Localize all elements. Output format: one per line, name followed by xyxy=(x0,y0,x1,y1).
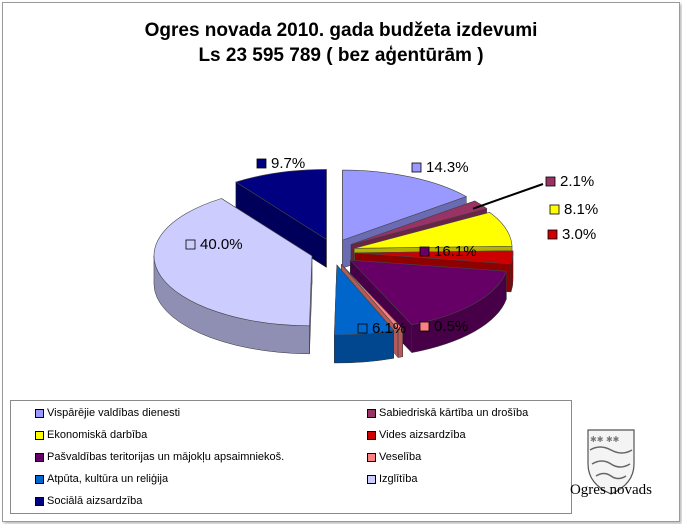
ogre-coat-of-arms-logo: ✱✱ ✱✱ xyxy=(587,429,635,495)
chart-title: Ogres novada 2010. gada budžeta izdevumi xyxy=(144,20,538,41)
legend-item-6: Atpūta, kultūra un reliģija xyxy=(35,473,168,485)
data-label-6: 6.1% xyxy=(357,320,406,337)
legend-label: Pašvaldības teritorijas un mājokļu apsai… xyxy=(47,451,285,463)
data-label-0: 14.3% xyxy=(411,159,469,176)
legend-item-1: Sabiedriskā kārtība un drošība xyxy=(367,407,528,419)
svg-text:0.5%: 0.5% xyxy=(434,318,468,335)
legend-label: Sabiedriskā kārtība un drošība xyxy=(379,407,529,419)
legend-label: Izglītība xyxy=(379,473,418,485)
svg-text:6.1%: 6.1% xyxy=(372,320,406,337)
legend-swatch xyxy=(367,452,376,462)
pie-slice-8 xyxy=(235,169,327,268)
legend-item-7: Izglītība xyxy=(367,473,418,485)
svg-text:16.1%: 16.1% xyxy=(434,243,477,260)
svg-text:8.1%: 8.1% xyxy=(564,201,598,218)
legend-swatch xyxy=(35,430,44,440)
legend-label: Veselība xyxy=(379,451,422,463)
legend-label: Vides aizsardzība xyxy=(379,429,466,441)
legend-swatch xyxy=(35,452,44,462)
data-label-7: 40.0% xyxy=(185,236,243,253)
svg-text:2.1%: 2.1% xyxy=(560,173,594,190)
svg-text:40.0%: 40.0% xyxy=(200,236,243,253)
svg-text:9.7%: 9.7% xyxy=(271,155,305,172)
legend-item-0: Vispārējie valdības dienesti xyxy=(35,407,180,419)
pie-slice-6 xyxy=(334,264,395,364)
svg-text:✱✱ ✱✱: ✱✱ ✱✱ xyxy=(590,435,620,444)
legend-swatch xyxy=(367,408,376,418)
data-label-2: 8.1% xyxy=(549,201,598,218)
legend-swatch xyxy=(367,474,376,484)
legend-label: Atpūta, kultūra un reliģija xyxy=(47,473,169,485)
data-label-3: 3.0% xyxy=(547,226,596,243)
legend-item-3: Vides aizsardzība xyxy=(367,429,466,441)
data-label-8: 9.7% xyxy=(256,155,305,172)
pie-chart: 14.3% 2.1% 8.1% 3.0% 16.1% 0.5% 6.1% 40.0% 9.7% xyxy=(153,155,598,364)
pie-slice-7 xyxy=(153,198,313,355)
leader-line xyxy=(472,183,544,210)
logo-text: Ogres novads xyxy=(569,482,653,498)
legend-swatch xyxy=(35,408,44,418)
legend-swatch xyxy=(35,474,44,484)
legend-item-8: Sociālā aizsardzība xyxy=(35,495,142,507)
chart-legend: Vispārējie valdības dienesti Sabiedriskā … xyxy=(10,400,572,514)
chart-subtitle: Ls 23 595 789 ( bez aģentūrām ) xyxy=(198,45,484,66)
svg-text:14.3%: 14.3% xyxy=(426,159,469,176)
legend-label: Ekonomiskā darbība xyxy=(47,429,148,441)
legend-label: Sociālā aizsardzība xyxy=(47,495,143,507)
data-label-1: 2.1% xyxy=(545,173,594,190)
legend-item-5: Veselība xyxy=(367,451,421,463)
legend-item-4: Pašvaldības teritorijas un mājokļu apsai… xyxy=(35,451,284,463)
data-label-4: 16.1% xyxy=(419,243,477,260)
legend-item-2: Ekonomiskā darbība xyxy=(35,429,147,441)
data-label-5: 0.5% xyxy=(419,318,468,335)
svg-text:3.0%: 3.0% xyxy=(562,226,596,243)
legend-swatch xyxy=(35,496,44,506)
legend-label: Vispārējie valdības dienesti xyxy=(47,407,181,419)
legend-swatch xyxy=(367,430,376,440)
